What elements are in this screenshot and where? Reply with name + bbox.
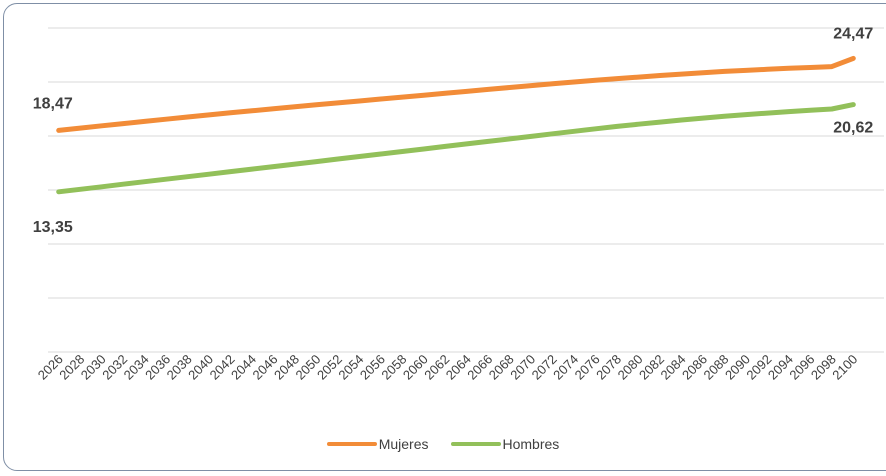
series-line-hombres (56, 102, 856, 195)
legend-label-hombres: Hombres (502, 436, 560, 452)
legend-swatch-mujeres (326, 442, 377, 446)
legend-swatch-hombres (450, 442, 501, 446)
x-tick-label: 2100 (829, 352, 860, 383)
data-label-mujeres-last: 24,47 (833, 25, 873, 42)
legend-label-mujeres: Mujeres (378, 436, 429, 452)
data-label-hombres-first: 13,35 (33, 219, 73, 236)
data-label-mujeres-first: 18,47 (33, 95, 73, 112)
legend-item-mujeres: Mujeres (326, 436, 429, 452)
x-axis-ticks: 2026202820302032203420362038204020422044… (35, 352, 861, 383)
gridlines (48, 27, 884, 353)
data-labels: 18,47 24,47 13,35 20,62 (33, 25, 874, 235)
chart-frame (3, 3, 886, 471)
series-line-mujeres (56, 55, 856, 133)
series-lines (56, 55, 856, 195)
legend-item-hombres: Hombres (450, 436, 560, 452)
legend: Mujeres Hombres (0, 436, 886, 452)
data-label-hombres-last: 20,62 (833, 120, 873, 137)
